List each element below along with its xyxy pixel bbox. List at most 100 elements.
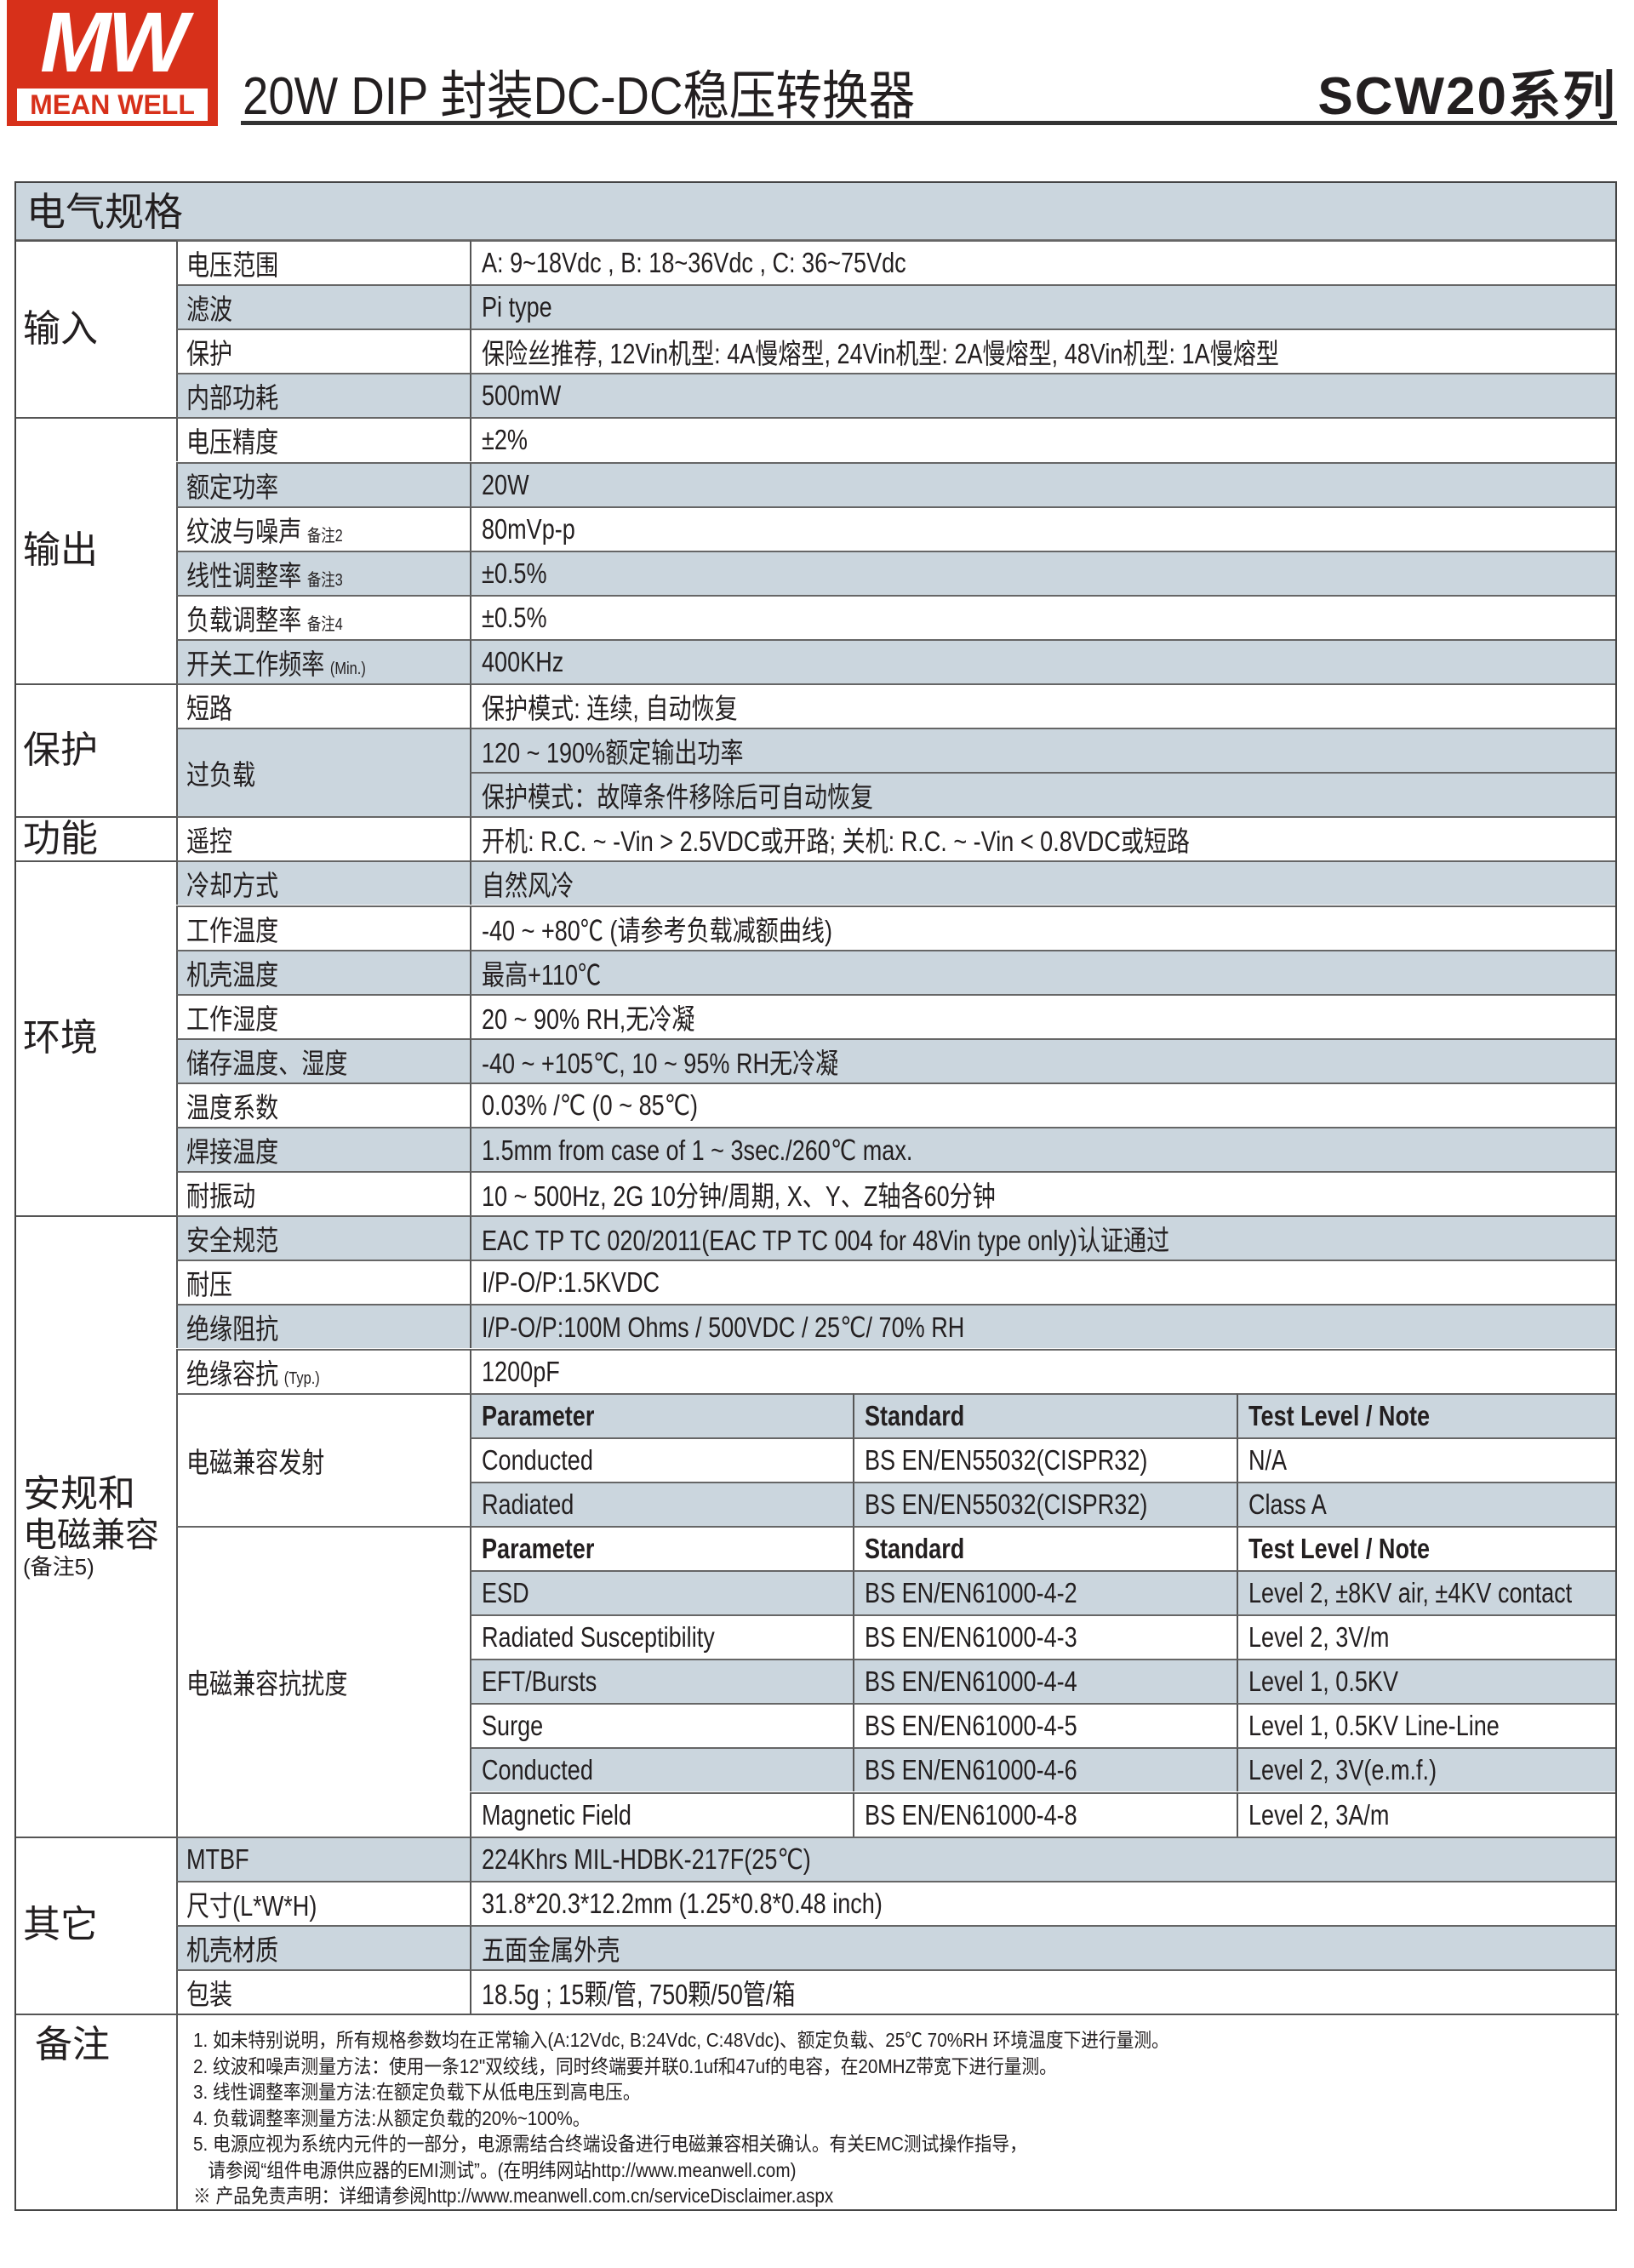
emc-cell-text: BS EN/EN55032(CISPR32) xyxy=(865,1443,1148,1476)
emc-cell-text: Level 2, 3V/m xyxy=(1248,1621,1390,1654)
logo-brand: MEAN WELL xyxy=(17,89,208,121)
value-text: ±0.5% xyxy=(482,601,547,633)
value-text: 最高+110℃ xyxy=(482,958,602,991)
row-value: 1200pF xyxy=(470,1348,1615,1393)
label-text: 尺寸(L*W*H) xyxy=(186,1889,317,1922)
emc-cell-text: Magnetic Field xyxy=(482,1798,631,1831)
row-value: 224Khrs MIL-HDBK-217F(25℃) xyxy=(470,1836,1615,1881)
row-value: 五面金属外壳 xyxy=(470,1924,1615,1969)
emc-cell: Level 2, 3A/m xyxy=(1237,1791,1615,1837)
label-text: 额定功率 xyxy=(186,471,279,503)
section-label-text: 安规和 xyxy=(23,1472,135,1515)
row-value: -40 ~ +80℃ (请参考负载减额曲线) xyxy=(470,905,1615,950)
emc-cell-text: N/A xyxy=(1248,1443,1288,1476)
row-label: 电压范围 xyxy=(176,240,470,285)
label-text: 短路 xyxy=(186,693,233,725)
row-value: -40 ~ +105℃, 10 ~ 95% RH无冷凝 xyxy=(470,1037,1615,1083)
emc-cell: BS EN/EN61000-4-5 xyxy=(853,1703,1237,1748)
emc-cell: N/A xyxy=(1237,1437,1615,1482)
section-label: 环境 xyxy=(16,860,176,1215)
row-value: Pi type xyxy=(470,284,1615,329)
label-text: 机壳温度 xyxy=(186,958,279,991)
value-text: A: 9~18Vdc , B: 18~36Vdc , C: 36~75Vdc xyxy=(482,247,906,279)
row-label: 尺寸(L*W*H) xyxy=(176,1880,470,1925)
title-divider xyxy=(241,121,1617,125)
label-text: 温度系数 xyxy=(186,1091,279,1123)
label-text: 机壳材质 xyxy=(186,1934,279,1966)
row-label: 焊接温度 xyxy=(176,1127,470,1172)
emc-cell: ESD xyxy=(470,1570,853,1615)
section-label: 安规和 电磁兼容 (备注5) xyxy=(16,1215,176,1836)
emc-header-cell: Test Level / Note xyxy=(1237,1392,1615,1437)
label-text: 绝缘阻抗 xyxy=(186,1313,279,1345)
emc-cell: Magnetic Field xyxy=(470,1791,853,1837)
row-label: 绝缘阻抗 xyxy=(176,1304,470,1349)
row-value: A: 9~18Vdc , B: 18~36Vdc , C: 36~75Vdc xyxy=(470,240,1615,285)
row-label: 电压精度 xyxy=(176,417,470,462)
row-value: ±0.5% xyxy=(470,594,1615,639)
emc-cell-text: Class A xyxy=(1248,1488,1327,1520)
note-line: 请参阅“组件电源供应器的EMI测试”。(在明纬网站http://www.mean… xyxy=(193,2158,797,2181)
note-line: 5. 电源应视为系统内元件的一部分，电源需结合终端设备进行电磁兼容相关确认。有关… xyxy=(193,2133,1027,2155)
row-label: 包装 xyxy=(176,1968,470,2014)
emc-cell-text: BS EN/EN61000-4-5 xyxy=(865,1710,1077,1742)
row-label: 冷却方式 xyxy=(176,860,470,905)
label-text: 耐压 xyxy=(186,1269,233,1301)
value-text: 31.8*20.3*12.2mm (1.25*0.8*0.48 inch) xyxy=(482,1887,883,1919)
note-line: ※ 产品免责声明：详细请参阅http://www.meanwell.com.cn… xyxy=(193,2185,834,2207)
emc-cell: Surge xyxy=(470,1703,853,1748)
value-text: ±2% xyxy=(482,424,528,456)
label-text: MTBF xyxy=(186,1842,249,1875)
row-value: 120 ~ 190%额定输出功率 xyxy=(470,728,1615,773)
row-label: 电磁兼容抗扰度 xyxy=(176,1525,470,1837)
label-text: 电压范围 xyxy=(186,249,279,282)
label-text: 线性调整率 备注3 xyxy=(186,559,343,591)
row-label: 过负载 xyxy=(176,728,470,817)
section-label-text: 环境 xyxy=(23,1017,98,1060)
label-text: 工作湿度 xyxy=(186,1003,279,1035)
emc-cell-text: Test Level / Note xyxy=(1248,1399,1431,1431)
emc-cell: BS EN/EN61000-4-2 xyxy=(853,1570,1237,1615)
label-text: 包装 xyxy=(186,1978,233,2010)
emc-cell: Level 1, 0.5KV Line-Line xyxy=(1237,1703,1615,1748)
emc-header-cell: Test Level / Note xyxy=(1237,1525,1615,1570)
row-label: 绝缘容抗 (Typ.) xyxy=(176,1348,470,1393)
row-label: 线性调整率 备注3 xyxy=(176,550,470,595)
row-value: 保护模式：故障条件移除后可自动恢复 xyxy=(470,772,1615,817)
emc-cell-text: Parameter xyxy=(482,1399,595,1431)
label-text: 遥控 xyxy=(186,826,233,858)
section-label-text: 保护 xyxy=(23,728,98,771)
row-value: 18.5g ; 15颗/管, 750颗/50管/箱 xyxy=(470,1968,1615,2014)
emc-cell-text: Level 2, ±8KV air, ±4KV contact xyxy=(1248,1577,1573,1609)
emc-cell-text: Conducted xyxy=(482,1443,593,1476)
value-text: 保护模式: 连续, 自动恢复 xyxy=(482,693,738,725)
section-label-text: 输入 xyxy=(23,307,98,350)
row-label: 内部功耗 xyxy=(176,373,470,418)
section-label: 输入 xyxy=(16,240,176,417)
mean-well-logo: MW MEAN WELL xyxy=(7,0,218,126)
section-label-text: 功能 xyxy=(23,818,98,860)
notes-label: 备注 xyxy=(16,2014,176,2209)
label-text: 安全规范 xyxy=(186,1225,279,1257)
label-text: 负载调整率 备注4 xyxy=(186,603,343,636)
label-text: 耐振动 xyxy=(186,1180,256,1213)
label-text: 过负载 xyxy=(186,759,256,791)
emc-cell: BS EN/EN61000-4-6 xyxy=(853,1747,1237,1792)
note-line: 4. 负载调整率测量方法:从额定负载的20%~100%。 xyxy=(193,2106,591,2129)
label-note: (Min.) xyxy=(329,659,366,678)
row-label: 电磁兼容发射 xyxy=(176,1392,470,1526)
label-note: (Typ.) xyxy=(283,1368,320,1388)
value-text: 1200pF xyxy=(482,1355,560,1387)
emc-cell-text: Conducted xyxy=(482,1754,593,1786)
emc-cell-text: BS EN/EN55032(CISPR32) xyxy=(865,1488,1148,1520)
label-text: 滤波 xyxy=(186,294,233,326)
emc-cell-text: Level 2, 3V(e.m.f.) xyxy=(1248,1754,1437,1786)
section-label: 其它 xyxy=(16,1836,176,2014)
section-label-text: 其它 xyxy=(23,1904,98,1946)
row-label: 耐压 xyxy=(176,1260,470,1305)
row-value: 500mW xyxy=(470,373,1615,418)
section-title: 电气规格 xyxy=(16,183,1615,242)
row-value: 20W xyxy=(470,461,1615,506)
row-value: 自然风冷 xyxy=(470,860,1615,905)
value-text: 120 ~ 190%额定输出功率 xyxy=(482,737,744,769)
